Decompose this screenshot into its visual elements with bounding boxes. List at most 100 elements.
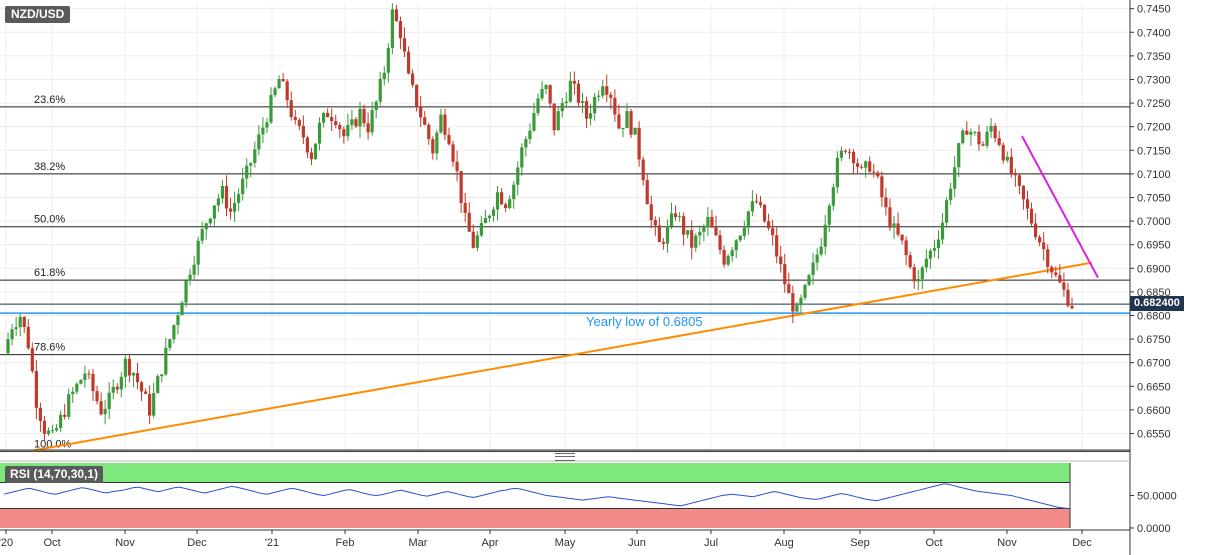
x-tick-label: May bbox=[555, 537, 576, 549]
candle-body bbox=[532, 113, 536, 131]
rsi-panel: 50.0000 0.0000 bbox=[0, 463, 1177, 535]
candle-body bbox=[378, 78, 382, 102]
candle-body bbox=[750, 201, 755, 212]
candle-body bbox=[277, 79, 281, 89]
candle-body bbox=[552, 103, 556, 131]
candle-body bbox=[75, 383, 79, 392]
candle-body bbox=[338, 125, 342, 130]
candle-body bbox=[669, 213, 674, 227]
candle-body bbox=[811, 262, 815, 276]
candle-body bbox=[572, 80, 577, 84]
candle-body bbox=[224, 186, 229, 209]
candle-body bbox=[107, 392, 111, 409]
candle-body bbox=[512, 184, 516, 200]
candle-body bbox=[580, 101, 585, 103]
candle-body bbox=[536, 98, 540, 114]
candle-body bbox=[860, 166, 864, 168]
candle-body bbox=[1062, 282, 1066, 290]
candle-body bbox=[815, 254, 819, 263]
candle-body bbox=[847, 151, 852, 153]
candle-body bbox=[973, 131, 977, 133]
candle-body bbox=[726, 256, 730, 265]
x-tick-label: Jul bbox=[704, 537, 718, 549]
candle-body bbox=[1005, 156, 1009, 161]
candle-body bbox=[402, 38, 407, 52]
candle-body bbox=[653, 220, 657, 226]
candle-body bbox=[59, 414, 63, 428]
candle-body bbox=[928, 250, 933, 259]
candle-body bbox=[398, 21, 403, 39]
y-tick-label: 0.6550 bbox=[1137, 428, 1171, 440]
candle-body bbox=[321, 112, 326, 123]
candle-body bbox=[694, 235, 698, 248]
candle-body bbox=[544, 85, 548, 90]
candle-body bbox=[346, 124, 350, 137]
x-tick-label: Dec bbox=[1072, 537, 1092, 549]
candle-body bbox=[152, 393, 156, 416]
candle-body bbox=[54, 427, 59, 431]
candle-body bbox=[30, 348, 34, 372]
candle-body bbox=[916, 278, 920, 282]
yearly-low-annotation: Yearly low of 0.6805 bbox=[586, 314, 703, 329]
candle-body bbox=[406, 51, 411, 74]
candle-body bbox=[690, 230, 694, 248]
candle-body bbox=[665, 226, 670, 244]
candle-body bbox=[1066, 289, 1070, 306]
candle-body bbox=[904, 240, 908, 256]
candle-body bbox=[370, 110, 374, 133]
current-price-badge: 0.682400 bbox=[1130, 296, 1184, 311]
candle-body bbox=[366, 123, 370, 133]
candle-body bbox=[807, 275, 811, 285]
candle-body bbox=[305, 137, 310, 153]
candle-body bbox=[783, 264, 787, 285]
candle-body bbox=[313, 143, 318, 160]
candle-body bbox=[394, 9, 399, 22]
y-tick-label: 0.6900 bbox=[1137, 263, 1171, 275]
candle-body bbox=[588, 113, 593, 119]
candle-body bbox=[556, 111, 560, 131]
candle-body bbox=[949, 188, 953, 201]
candle-body bbox=[257, 134, 261, 150]
candle-body bbox=[455, 161, 459, 172]
candle-body bbox=[1046, 249, 1050, 267]
candle-body bbox=[6, 339, 10, 354]
candle-body bbox=[876, 172, 880, 177]
candle-body bbox=[99, 401, 103, 415]
candle-body bbox=[139, 382, 144, 392]
candle-body bbox=[698, 231, 702, 236]
candle-body bbox=[495, 192, 500, 210]
candle-body bbox=[568, 80, 572, 102]
candle-body bbox=[281, 79, 285, 82]
candle-body bbox=[953, 167, 957, 189]
candle-body bbox=[771, 228, 775, 236]
candle-body bbox=[843, 150, 848, 152]
candle-body bbox=[228, 208, 233, 212]
candle-body bbox=[621, 127, 625, 129]
candle-body bbox=[18, 316, 22, 328]
candle-body bbox=[661, 241, 666, 244]
candle-body bbox=[439, 114, 443, 133]
candle-body bbox=[957, 143, 961, 168]
candle-body bbox=[71, 391, 75, 395]
candle-body bbox=[374, 101, 378, 111]
fib-level-label: 38.2% bbox=[34, 161, 65, 173]
candle-body bbox=[467, 212, 471, 232]
candle-body bbox=[795, 305, 799, 312]
candle-body bbox=[289, 100, 293, 117]
panel-resize-handle[interactable] bbox=[555, 453, 575, 461]
candle-body bbox=[1050, 266, 1054, 273]
candle-body bbox=[560, 103, 564, 112]
candle-body bbox=[528, 130, 532, 140]
candle-body bbox=[79, 380, 83, 384]
candle-body bbox=[261, 127, 265, 135]
y-tick-label: 0.7200 bbox=[1137, 122, 1171, 134]
candle-body bbox=[435, 132, 439, 154]
candle-body bbox=[390, 9, 394, 48]
candle-body bbox=[645, 180, 649, 205]
candle-body bbox=[483, 218, 488, 224]
x-tick-label: Apr bbox=[481, 537, 498, 549]
candle-body bbox=[835, 157, 839, 188]
candle-body bbox=[237, 194, 241, 203]
y-tick-label: 0.7100 bbox=[1137, 169, 1171, 181]
candle-body bbox=[111, 386, 115, 393]
